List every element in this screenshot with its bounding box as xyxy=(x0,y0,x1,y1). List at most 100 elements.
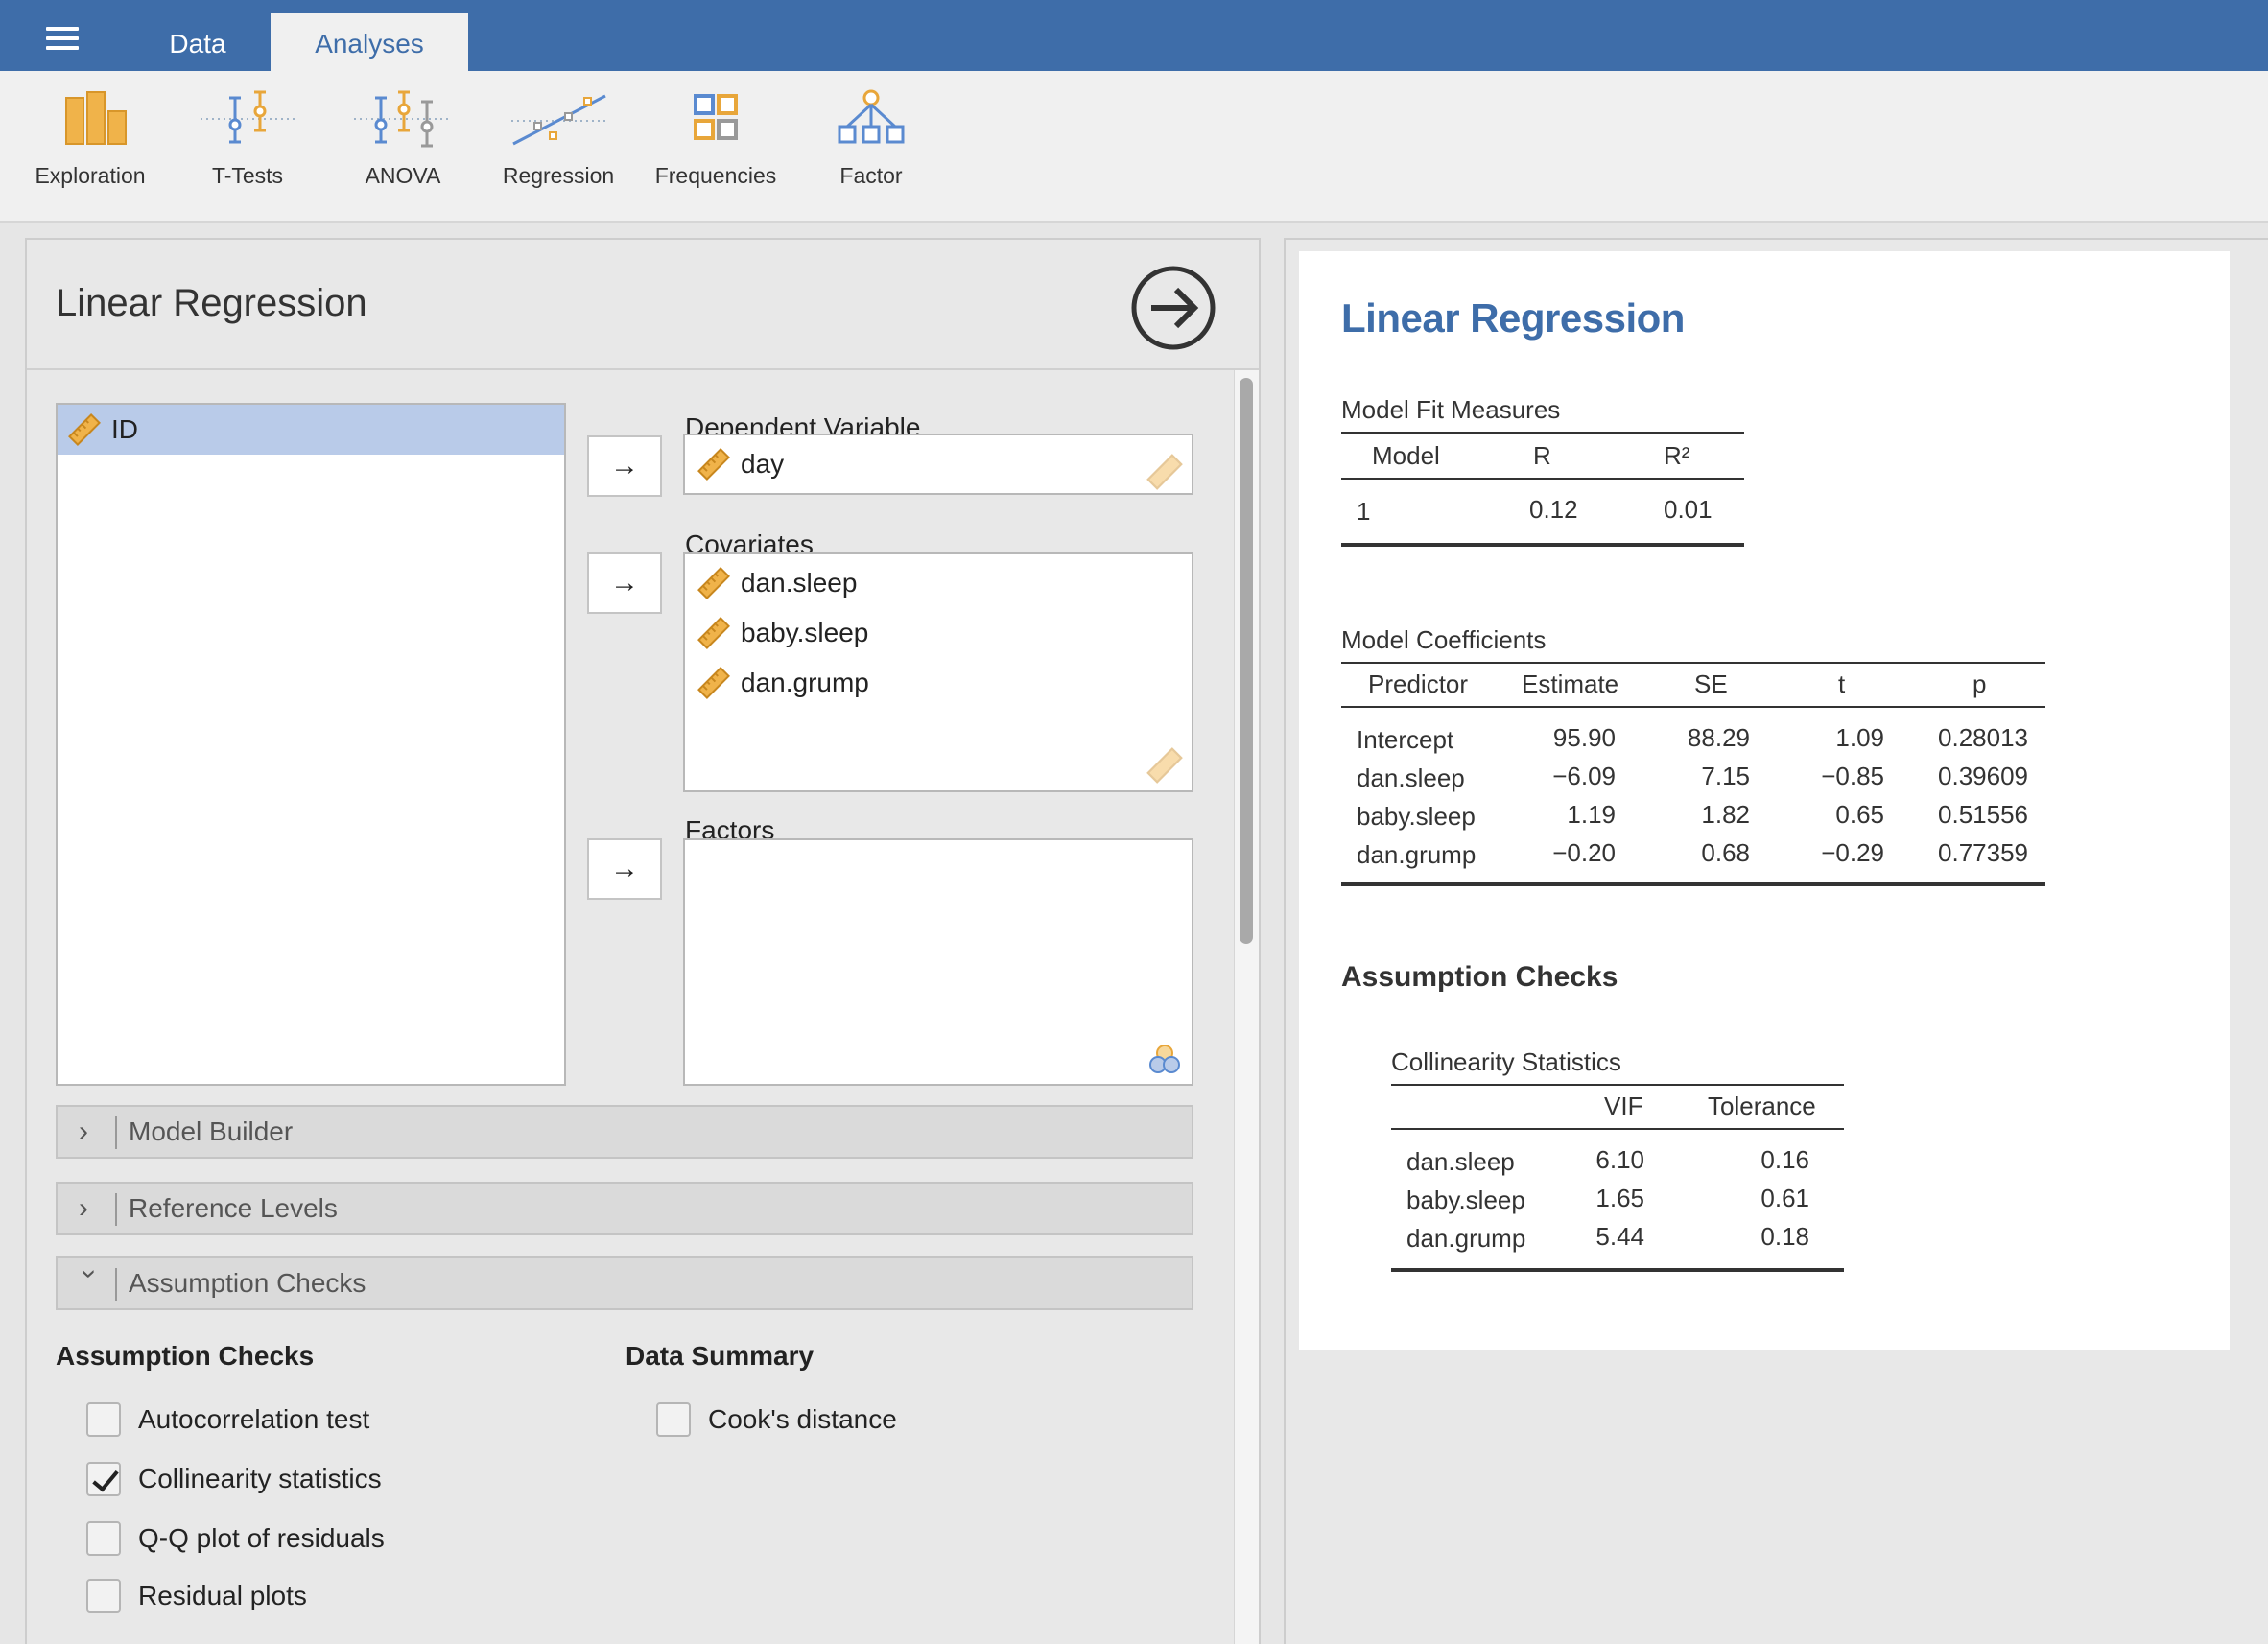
variable-item-id[interactable]: ID xyxy=(58,405,564,455)
anova-button[interactable]: ANOVA xyxy=(326,88,480,203)
move-to-covariates-button[interactable]: → xyxy=(587,552,662,614)
data-summary-heading: Data Summary xyxy=(626,1341,815,1371)
exploration-button[interactable]: Exploration xyxy=(13,88,167,203)
table-cell: dan.grump xyxy=(1406,1224,1526,1253)
ruler-icon xyxy=(68,413,101,446)
chevron-right-icon: › xyxy=(79,1116,88,1147)
checkbox[interactable] xyxy=(86,1579,121,1613)
column-header: Model xyxy=(1372,441,1440,470)
checkbox-label: Collinearity statistics xyxy=(138,1464,382,1493)
results-title: Linear Regression xyxy=(1341,295,1685,341)
column-header: VIF xyxy=(1604,1092,1643,1120)
move-to-dependent-button[interactable]: → xyxy=(587,435,662,497)
table-cell: dan.sleep xyxy=(1357,763,1465,792)
model-builder-section[interactable]: › Model Builder xyxy=(56,1105,1193,1159)
regression-label: Regression xyxy=(502,163,615,188)
model-coefficients-table: Predictor Estimate SE t p Intercept 95.9… xyxy=(1341,662,2045,888)
column-header: R² xyxy=(1664,441,1690,470)
checkbox-label: Q-Q plot of residuals xyxy=(138,1523,385,1553)
table-cell: 0.16 xyxy=(1760,1145,1809,1174)
arrow-right-icon: → xyxy=(610,853,639,884)
move-to-factors-button[interactable]: → xyxy=(587,838,662,900)
results-panel: Linear Regression Model Fit Measures Mod… xyxy=(1284,238,2268,1644)
table-rule xyxy=(1341,706,2045,708)
chevron-right-icon: › xyxy=(79,1192,88,1224)
table-cell: 0.28013 xyxy=(1938,723,2028,752)
residual-plots-checkbox[interactable]: Residual plots xyxy=(86,1579,307,1613)
arrow-right-icon: → xyxy=(610,450,639,481)
frequencies-button[interactable]: Frequencies xyxy=(639,88,792,203)
covariate-item[interactable]: dan.sleep xyxy=(685,558,1192,608)
tab-data[interactable]: Data xyxy=(169,29,226,59)
table-cell: 0.77359 xyxy=(1938,838,2028,867)
covariate-label: baby.sleep xyxy=(741,618,869,647)
arrow-right-icon: → xyxy=(610,567,639,599)
covariate-item[interactable]: baby.sleep xyxy=(685,608,1192,658)
scrollbar-thumb[interactable] xyxy=(1240,378,1253,944)
tab-analyses[interactable]: Analyses xyxy=(271,13,468,71)
checkbox[interactable] xyxy=(656,1402,691,1437)
dependent-variable-value: day xyxy=(741,449,785,479)
run-arrow-icon[interactable] xyxy=(1130,265,1217,351)
chevron-down-icon: › xyxy=(74,1269,106,1279)
table-cell: 95.90 xyxy=(1552,723,1616,752)
factor-icon xyxy=(838,89,905,144)
t-tests-button[interactable]: T-Tests xyxy=(171,88,324,203)
column-header: R xyxy=(1533,441,1551,470)
cooks-distance-checkbox[interactable]: Cook's distance xyxy=(656,1402,897,1437)
variable-list[interactable]: ID xyxy=(56,403,566,1086)
checkbox-checked[interactable] xyxy=(86,1462,121,1496)
hamburger-menu-icon[interactable] xyxy=(38,21,86,54)
options-divider xyxy=(27,368,1259,370)
reference-levels-section[interactable]: › Reference Levels xyxy=(56,1182,1193,1235)
column-header: Predictor xyxy=(1368,669,1469,698)
table-cell: −6.09 xyxy=(1552,762,1616,790)
assumption-checks-section-label: Assumption Checks xyxy=(129,1268,366,1298)
dependent-variable-box[interactable]: day xyxy=(683,434,1193,495)
column-header: SE xyxy=(1694,669,1728,698)
ruler-icon xyxy=(697,667,730,699)
table-cell: 0.39609 xyxy=(1938,762,2028,790)
table-cell: 7.15 xyxy=(1701,762,1750,790)
factor-button[interactable]: Factor xyxy=(794,88,948,203)
assumption-checks-section[interactable]: › Assumption Checks xyxy=(56,1256,1193,1310)
table-rule xyxy=(1341,478,1744,480)
ruler-icon xyxy=(697,448,730,481)
regression-icon xyxy=(511,94,606,146)
table-cell: 0.65 xyxy=(1835,800,1884,829)
results-document: Linear Regression Model Fit Measures Mod… xyxy=(1299,251,2230,1350)
table-cell: 5.44 xyxy=(1595,1222,1644,1251)
frequencies-label: Frequencies xyxy=(654,163,777,188)
collinearity-statistics-checkbox[interactable]: Collinearity statistics xyxy=(86,1462,382,1496)
exploration-icon xyxy=(65,91,127,145)
regression-button[interactable]: Regression xyxy=(482,88,635,203)
variable-label: ID xyxy=(111,414,138,444)
checkbox[interactable] xyxy=(86,1521,121,1556)
autocorrelation-test-checkbox[interactable]: Autocorrelation test xyxy=(86,1402,369,1437)
collinearity-statistics-title: Collinearity Statistics xyxy=(1391,1047,1621,1076)
analyses-ribbon: Exploration T-Tests xyxy=(0,71,2268,223)
factors-box[interactable] xyxy=(683,838,1193,1086)
covariate-label: dan.grump xyxy=(741,668,869,697)
model-builder-label: Model Builder xyxy=(129,1116,294,1146)
section-separator xyxy=(115,1116,117,1149)
table-cell: 0.01 xyxy=(1664,495,1713,524)
checkbox-label: Residual plots xyxy=(138,1581,307,1610)
table-cell: 6.10 xyxy=(1595,1145,1644,1174)
ruler-hint-icon xyxy=(1146,747,1183,784)
table-cell: dan.grump xyxy=(1357,840,1477,869)
column-header: t xyxy=(1838,669,1846,698)
ruler-icon xyxy=(697,617,730,649)
factor-label: Factor xyxy=(839,163,903,188)
table-cell: 1.82 xyxy=(1701,800,1750,829)
table-cell: 0.12 xyxy=(1529,495,1578,524)
assumption-checks-results-heading: Assumption Checks xyxy=(1341,961,1618,993)
qq-plot-checkbox[interactable]: Q-Q plot of residuals xyxy=(86,1521,385,1556)
covariates-box[interactable]: dan.sleep baby.sleep dan.grump xyxy=(683,552,1193,792)
checkbox[interactable] xyxy=(86,1402,121,1437)
table-rule xyxy=(1391,1084,1844,1086)
table-rule xyxy=(1341,662,2045,664)
dependent-variable-item[interactable]: day xyxy=(685,435,1192,493)
checkbox-label: Autocorrelation test xyxy=(138,1404,370,1434)
covariate-item[interactable]: dan.grump xyxy=(685,658,1192,708)
